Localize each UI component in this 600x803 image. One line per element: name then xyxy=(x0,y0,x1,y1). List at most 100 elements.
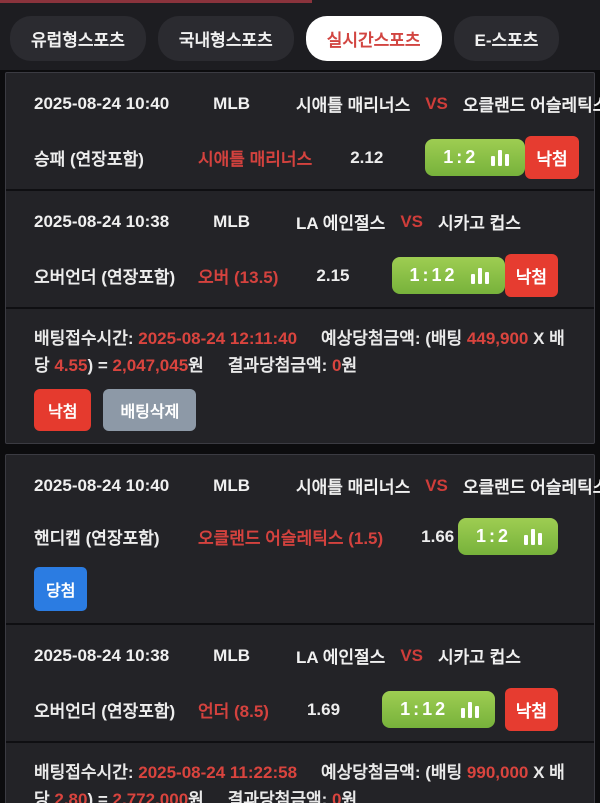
away-team: 오클랜드 어슬레틱스 xyxy=(462,96,600,115)
bet-selection-line: 오버언더 (연장포함) 오버 (13.5) 2.15 1:12 낙첨 xyxy=(34,254,558,297)
bet-amount-value: 449,900 xyxy=(466,329,529,348)
currency-suffix: 원 xyxy=(341,790,358,803)
live-score-button[interactable]: 1:2 xyxy=(457,518,558,555)
bet-summary: 배팅접수시간: 2025-08-24 12:11:40 예상당첨금액: (배팅 4… xyxy=(6,309,594,443)
tab-e-sports[interactable]: E-스포츠 xyxy=(453,16,560,61)
selected-pick: 언더 (8.5) xyxy=(198,702,269,721)
bet-leg: 2025-08-24 10:40 MLB 시애틀 매리너스 VS 오클랜드 어슬… xyxy=(6,455,600,555)
receipt-time-label: 배팅접수시간: xyxy=(34,329,139,348)
league-label: MLB xyxy=(213,93,250,113)
bar-chart-icon xyxy=(491,149,510,166)
odds-value: 1.66 xyxy=(421,526,455,546)
match-info-line: 2025-08-24 10:40 MLB 시애틀 매리너스 VS 오클랜드 어슬… xyxy=(34,473,600,498)
card-divider xyxy=(6,307,594,309)
score-value: 1:12 xyxy=(400,699,449,719)
result-label: 결과당첨금액: xyxy=(227,790,333,803)
currency-suffix: 원 xyxy=(341,356,358,375)
away-team: 시카고 컵스 xyxy=(438,214,521,233)
card-divider xyxy=(6,623,594,625)
expected-win-value: 2,047,045 xyxy=(112,356,189,375)
match-datetime: 2025-08-24 10:40 xyxy=(34,93,170,113)
bet-amount-value: 990,000 xyxy=(466,763,529,782)
match-datetime: 2025-08-24 10:38 xyxy=(34,211,170,231)
vs-label: VS xyxy=(400,645,424,665)
market-type: 승패 (연장포함) xyxy=(34,150,144,169)
vs-label: VS xyxy=(425,475,448,495)
expected-label: 예상당첨금액: (배팅 xyxy=(321,329,467,348)
bet-receipt-time: 배팅접수시간: 2025-08-24 11:22:58 xyxy=(34,763,297,782)
summary-actions: 낙첨 배팅삭제 xyxy=(34,389,566,431)
bar-chart-icon xyxy=(470,267,489,284)
leg-status-badge: 낙첨 xyxy=(504,254,558,297)
currency-suffix: 원 xyxy=(188,790,204,803)
home-team: 시애틀 매리너스 xyxy=(296,478,411,497)
away-team: 오클랜드 어슬레틱스 xyxy=(462,478,600,497)
multiplier-label: X 배당 xyxy=(34,329,565,375)
score-value: 1:2 xyxy=(475,526,511,546)
card-divider xyxy=(6,189,594,191)
equals-label: ) = xyxy=(87,790,113,803)
tab-domestic-sports[interactable]: 국내형스포츠 xyxy=(157,16,294,61)
market-type: 핸디캡 (연장포함) xyxy=(34,529,160,548)
match-info-line: 2025-08-24 10:38 MLB LA 에인절스 VS 시카고 컵스 xyxy=(34,643,558,668)
vs-label: VS xyxy=(425,93,448,113)
bet-selection-line: 핸디캡 (연장포함) 오클랜드 어슬레틱스 (1.5) 1.66 1:2 xyxy=(34,518,558,555)
multiplier-label: X 배당 xyxy=(34,763,565,803)
odds-value: 2.12 xyxy=(350,147,384,167)
odds-value: 1.69 xyxy=(306,699,341,719)
equals-label: ) = xyxy=(87,356,113,375)
league-label: MLB xyxy=(213,475,250,495)
receipt-time-value: 2025-08-24 12:11:40 xyxy=(138,329,298,348)
bet-leg: 2025-08-24 10:38 MLB LA 에인절스 VS 시카고 컵스 오… xyxy=(6,191,594,307)
expected-winnings: 예상당첨금액: (배팅 449,900 X 배당 4.55) = 2,047,0… xyxy=(34,329,565,375)
bet-leg: 2025-08-24 10:40 MLB 시애틀 매리너스 VS 오클랜드 어슬… xyxy=(6,73,600,189)
top-accent-line xyxy=(0,0,312,3)
tab-live-sports[interactable]: 실시간스포츠 xyxy=(305,16,442,61)
receipt-time-label: 배팅접수시간: xyxy=(34,763,139,782)
bet-history-list: 2025-08-24 10:40 MLB 시애틀 매리너스 VS 오클랜드 어슬… xyxy=(0,70,600,803)
match-datetime: 2025-08-24 10:38 xyxy=(34,645,170,665)
live-score-button[interactable]: 1:12 xyxy=(391,257,505,294)
currency-suffix: 원 xyxy=(188,356,204,375)
result-winnings: 결과당첨금액: 0원 xyxy=(228,356,357,375)
match-datetime: 2025-08-24 10:40 xyxy=(34,475,170,495)
total-odds-value: 2.80 xyxy=(54,790,88,803)
bar-chart-icon xyxy=(524,528,542,545)
score-value: 1:12 xyxy=(409,265,458,285)
tab-european-sports[interactable]: 유럽형스포츠 xyxy=(10,16,146,61)
delete-bet-button[interactable]: 배팅삭제 xyxy=(103,389,197,431)
selected-pick: 오버 (13.5) xyxy=(198,268,279,287)
bet-selection-line: 오버언더 (연장포함) 언더 (8.5) 1.69 1:12 낙첨 xyxy=(34,688,558,731)
home-team: LA 에인절스 xyxy=(296,648,386,667)
away-team: 시카고 컵스 xyxy=(438,648,521,667)
expected-label: 예상당첨금액: (배팅 xyxy=(321,763,467,782)
home-team: 시애틀 매리너스 xyxy=(296,96,411,115)
receipt-time-value: 2025-08-24 11:22:58 xyxy=(138,763,298,782)
leg-status-badge: 낙첨 xyxy=(504,688,558,731)
vs-label: VS xyxy=(400,211,424,231)
sports-tab-bar: 유럽형스포츠 국내형스포츠 실시간스포츠 E-스포츠 xyxy=(0,0,600,70)
score-value: 1:2 xyxy=(443,147,479,167)
bet-slip-card: 2025-08-24 10:40 MLB 시애틀 매리너스 VS 오클랜드 어슬… xyxy=(5,72,600,444)
bet-receipt-time: 배팅접수시간: 2025-08-24 12:11:40 xyxy=(34,329,297,348)
card-divider xyxy=(6,741,594,743)
market-type: 오버언더 (연장포함) xyxy=(34,702,176,721)
leg-result-row: 당첨 xyxy=(6,555,594,623)
selected-pick: 시애틀 매리너스 xyxy=(198,150,313,169)
league-label: MLB xyxy=(213,645,250,665)
odds-value: 2.15 xyxy=(316,265,350,285)
live-score-button[interactable]: 1:12 xyxy=(382,691,496,728)
market-type: 오버언더 (연장포함) xyxy=(34,268,176,287)
expected-win-value: 2,772,000 xyxy=(112,790,189,803)
bar-chart-icon xyxy=(461,701,480,718)
bet-slip-card: 2025-08-24 10:40 MLB 시애틀 매리너스 VS 오클랜드 어슬… xyxy=(5,454,600,803)
leg-status-badge: 낙첨 xyxy=(525,136,579,179)
result-amount-value: 0 xyxy=(332,356,342,375)
expected-winnings: 예상당첨금액: (배팅 990,000 X 배당 2.80) = 2,772,0… xyxy=(34,763,565,803)
match-info-line: 2025-08-24 10:40 MLB 시애틀 매리너스 VS 오클랜드 어슬… xyxy=(34,91,600,116)
bet-status-badge: 낙첨 xyxy=(34,389,92,431)
live-score-button[interactable]: 1:2 xyxy=(425,139,526,176)
total-odds-value: 4.55 xyxy=(54,356,88,375)
match-info-line: 2025-08-24 10:38 MLB LA 에인절스 VS 시카고 컵스 xyxy=(34,209,558,234)
win-status-badge: 당첨 xyxy=(34,567,88,611)
